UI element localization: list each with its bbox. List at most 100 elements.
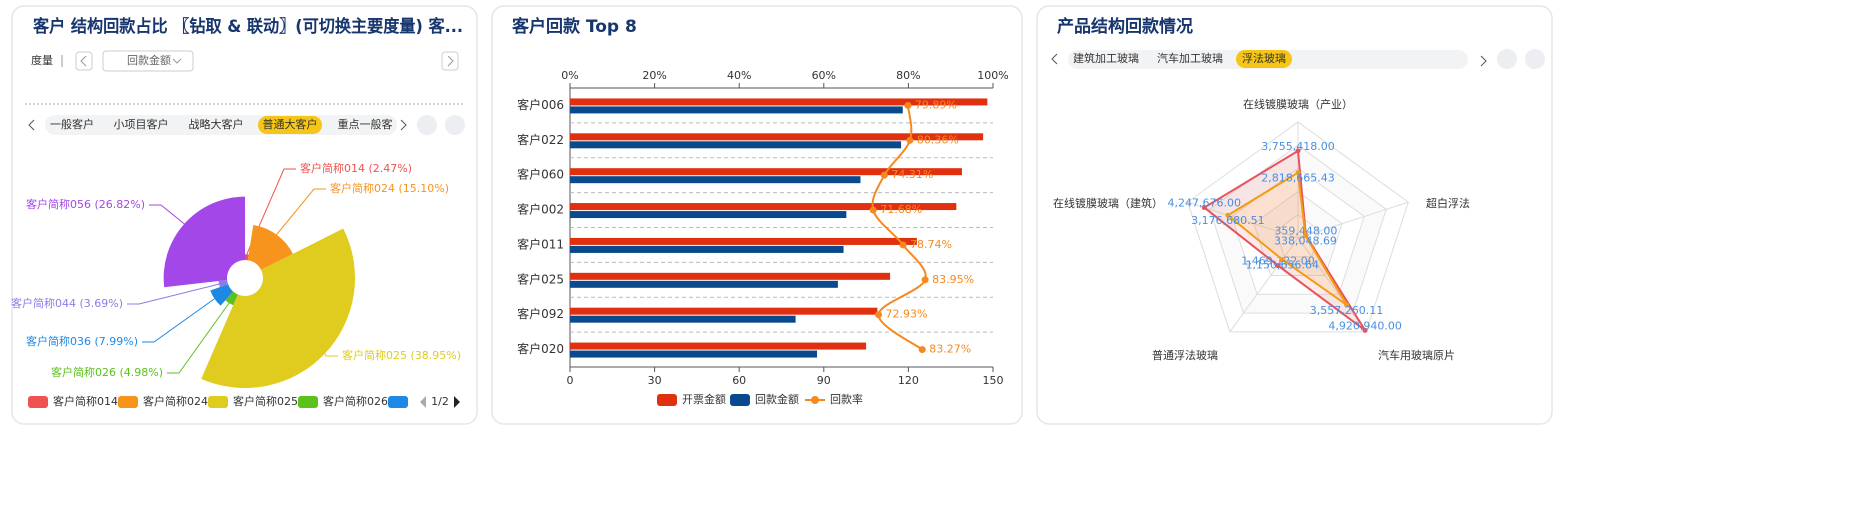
legend-label: 回款率 (830, 392, 863, 406)
bar (570, 106, 903, 114)
radar-spoke (1297, 237, 1367, 333)
radar-value-label: 338,048.69 (1274, 235, 1337, 248)
bar (570, 203, 957, 211)
legend-swatch (657, 394, 677, 406)
leader-line (149, 204, 185, 225)
leader-line (167, 302, 230, 374)
icon-button[interactable] (417, 115, 437, 135)
legend-prev[interactable] (420, 396, 426, 408)
radar-point (1302, 233, 1308, 239)
slice-label: 客户简称014 (2.47%) (300, 161, 412, 175)
measure-label: 度量 (31, 53, 53, 67)
x2-tick-label: 40% (727, 69, 751, 82)
x2-tick-label: 0% (561, 69, 578, 82)
radar-value-label: 3,557,260.11 (1310, 304, 1383, 317)
rose-slice (245, 254, 249, 261)
indicator-label: 超白浮法 (1426, 196, 1470, 210)
rate-label: 79.89% (915, 98, 957, 111)
y-tick-label: 客户006 (517, 97, 564, 112)
radar-value-label: 2,818,665.43 (1261, 172, 1334, 185)
tab-next[interactable] (1480, 55, 1487, 67)
prev-button[interactable] (75, 51, 93, 71)
icon-button[interactable] (1525, 49, 1545, 69)
leader-line (246, 168, 296, 255)
leader-line (142, 298, 215, 343)
radar-point (1201, 205, 1207, 211)
icon-button[interactable] (1497, 49, 1517, 69)
y-tick-label: 客户002 (517, 202, 564, 217)
legend-swatch (28, 396, 48, 408)
y-tick-label: 客户020 (517, 341, 564, 356)
legend-page: 1/2 (431, 395, 449, 408)
tab-prev[interactable] (1051, 53, 1058, 65)
slice-label: 客户简称056 (26.82%) (26, 197, 145, 211)
tab[interactable]: 战略大客户 (189, 117, 244, 131)
indicator-label: 汽车用玻璃原片 (1378, 348, 1455, 362)
radar-point (1279, 257, 1285, 263)
bar (570, 280, 838, 288)
rate-label: 72.93% (885, 308, 927, 321)
radar-area (1226, 170, 1348, 306)
rate-label: 80.36% (917, 133, 959, 146)
bar (570, 141, 902, 149)
slice-label: 客户简称036 (7.99%) (26, 334, 138, 348)
radar-spoke (1297, 201, 1409, 239)
tab[interactable]: 小项目客户 (114, 117, 169, 131)
rate-label: 83.95% (932, 273, 974, 286)
x-tick-label: 60 (732, 374, 746, 387)
rate-point (880, 171, 888, 179)
x-tick-label: 120 (898, 374, 919, 387)
rate-point (869, 206, 877, 214)
radar-value-label: 3,176,680.51 (1191, 214, 1264, 227)
tab[interactable]: 普通大客户 (263, 117, 318, 131)
x-tick-label: 0 (567, 374, 574, 387)
x2-tick-label: 100% (977, 69, 1008, 82)
tab-prev[interactable] (28, 119, 35, 131)
legend-label: 客户简称025 (233, 394, 298, 408)
rose-slice (163, 196, 245, 288)
icon-button[interactable] (445, 115, 465, 135)
active-tab[interactable] (1236, 50, 1292, 68)
bar (570, 272, 891, 280)
rate-point (904, 101, 912, 109)
legend-swatch (118, 396, 138, 408)
rate-point (921, 276, 929, 284)
radar-value-label: 3,755,418.00 (1261, 140, 1334, 153)
tab[interactable]: 浮法玻璃 (1242, 51, 1286, 65)
measure-value: 回款金额 (127, 53, 171, 67)
legend-next[interactable] (454, 396, 460, 408)
next-button[interactable] (441, 51, 459, 71)
legend-label: 开票金额 (682, 392, 726, 406)
tab[interactable]: 汽车加工玻璃 (1157, 51, 1223, 65)
tab[interactable]: 建筑加工玻璃 (1073, 51, 1139, 65)
radar-value-label: 1,469,122.00 (1241, 255, 1314, 268)
legend-swatch (208, 396, 228, 408)
slice-label: 客户简称044 (3.69%) (11, 296, 123, 310)
x-tick-label: 150 (983, 374, 1004, 387)
radar-value-label: 4,247,676.00 (1168, 197, 1241, 210)
bar (570, 168, 962, 176)
legend-label: 回款金额 (755, 392, 799, 406)
bar (570, 176, 861, 184)
radar-value-label: 1,150,656.64 (1246, 259, 1319, 272)
tab[interactable]: 重点一般客 (338, 117, 393, 131)
panel-title: 客户 结构回款占比 〖钻取 & 联动〗(可切换主要度量) 客... (32, 16, 463, 37)
legend-label: 客户简称014 (53, 394, 118, 408)
x-tick-label: 90 (817, 374, 831, 387)
legend-label: 客户简称024 (143, 394, 208, 408)
measure-dropdown[interactable] (102, 50, 194, 72)
rate-point (874, 311, 882, 319)
radar-value-label: 359,448.00 (1274, 224, 1337, 237)
y-tick-label: 客户011 (517, 236, 564, 251)
tab-next[interactable] (400, 119, 407, 131)
x2-tick-label: 20% (642, 69, 666, 82)
radar-point (1344, 302, 1350, 308)
tab[interactable]: 一般客户 (50, 117, 94, 131)
panel-title: 产品结构回款情况 (1057, 16, 1193, 37)
rate-point (918, 346, 926, 354)
x2-tick-label: 80% (896, 69, 920, 82)
legend-swatch (730, 394, 750, 406)
arrow (80, 55, 87, 67)
rate-label: 74.31% (891, 168, 933, 181)
active-tab[interactable] (258, 116, 322, 134)
